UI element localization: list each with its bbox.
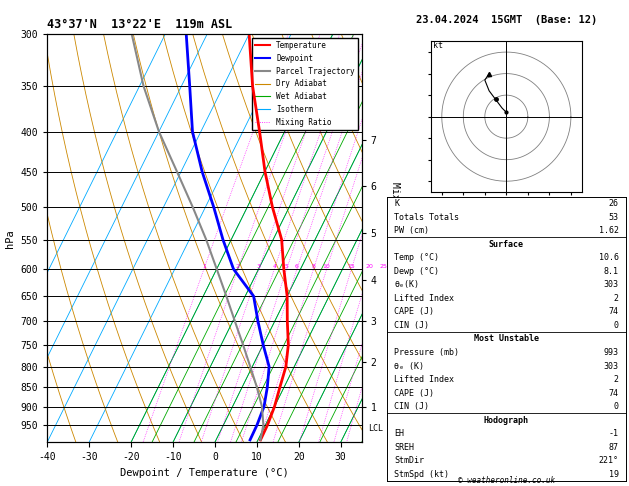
- Y-axis label: Mixing Ratio (g/kg): Mixing Ratio (g/kg): [391, 182, 401, 294]
- Text: 25: 25: [380, 264, 388, 269]
- Text: 2: 2: [614, 294, 619, 303]
- Text: SREH: SREH: [394, 443, 414, 452]
- Text: 303: 303: [604, 280, 619, 289]
- Text: -1: -1: [609, 429, 619, 438]
- Y-axis label: hPa: hPa: [5, 229, 15, 247]
- Text: Hodograph: Hodograph: [484, 416, 529, 425]
- Legend: Temperature, Dewpoint, Parcel Trajectory, Dry Adiabat, Wet Adiabat, Isotherm, Mi: Temperature, Dewpoint, Parcel Trajectory…: [252, 38, 358, 130]
- Text: CIN (J): CIN (J): [394, 402, 429, 411]
- Text: 10.6: 10.6: [599, 253, 619, 262]
- Text: 74: 74: [609, 389, 619, 398]
- Text: 19: 19: [609, 470, 619, 479]
- Text: 5: 5: [285, 264, 289, 269]
- Text: © weatheronline.co.uk: © weatheronline.co.uk: [458, 476, 555, 485]
- Text: 1.62: 1.62: [599, 226, 619, 235]
- Text: 2: 2: [236, 264, 240, 269]
- Text: 26: 26: [609, 199, 619, 208]
- Text: 8: 8: [311, 264, 315, 269]
- Text: 2: 2: [614, 375, 619, 384]
- Text: CAPE (J): CAPE (J): [394, 308, 434, 316]
- Text: Lifted Index: Lifted Index: [394, 375, 454, 384]
- Text: K: K: [394, 199, 399, 208]
- Text: Pressure (mb): Pressure (mb): [394, 348, 459, 357]
- Text: 6: 6: [295, 264, 299, 269]
- Text: 87: 87: [609, 443, 619, 452]
- Text: 15: 15: [348, 264, 355, 269]
- Text: 23.04.2024  15GMT  (Base: 12): 23.04.2024 15GMT (Base: 12): [416, 15, 597, 25]
- Text: Most Unstable: Most Unstable: [474, 334, 539, 344]
- Text: LCL: LCL: [369, 424, 384, 433]
- Text: 1: 1: [202, 264, 206, 269]
- Text: Lifted Index: Lifted Index: [394, 294, 454, 303]
- Text: 4: 4: [272, 264, 276, 269]
- Text: Temp (°C): Temp (°C): [394, 253, 439, 262]
- Text: 3: 3: [257, 264, 261, 269]
- Text: PW (cm): PW (cm): [394, 226, 429, 235]
- Text: Totals Totals: Totals Totals: [394, 213, 459, 222]
- Text: Dewp (°C): Dewp (°C): [394, 267, 439, 276]
- Text: 0: 0: [614, 402, 619, 411]
- Text: CAPE (J): CAPE (J): [394, 389, 434, 398]
- Text: CIN (J): CIN (J): [394, 321, 429, 330]
- Text: Surface: Surface: [489, 240, 524, 249]
- Text: 20: 20: [365, 264, 374, 269]
- Text: 74: 74: [609, 308, 619, 316]
- Text: θₑ (K): θₑ (K): [394, 362, 424, 370]
- Text: EH: EH: [394, 429, 404, 438]
- Text: θₑ(K): θₑ(K): [394, 280, 419, 289]
- X-axis label: Dewpoint / Temperature (°C): Dewpoint / Temperature (°C): [120, 468, 289, 478]
- Text: 8.1: 8.1: [604, 267, 619, 276]
- Text: 221°: 221°: [599, 456, 619, 465]
- Text: 303: 303: [604, 362, 619, 370]
- Text: kt: kt: [433, 41, 443, 50]
- Text: 53: 53: [609, 213, 619, 222]
- Text: 43°37'N  13°22'E  119m ASL: 43°37'N 13°22'E 119m ASL: [47, 18, 233, 32]
- Text: 993: 993: [604, 348, 619, 357]
- Text: 0: 0: [614, 321, 619, 330]
- Text: StmDir: StmDir: [394, 456, 424, 465]
- Text: StmSpd (kt): StmSpd (kt): [394, 470, 449, 479]
- Text: 10: 10: [323, 264, 331, 269]
